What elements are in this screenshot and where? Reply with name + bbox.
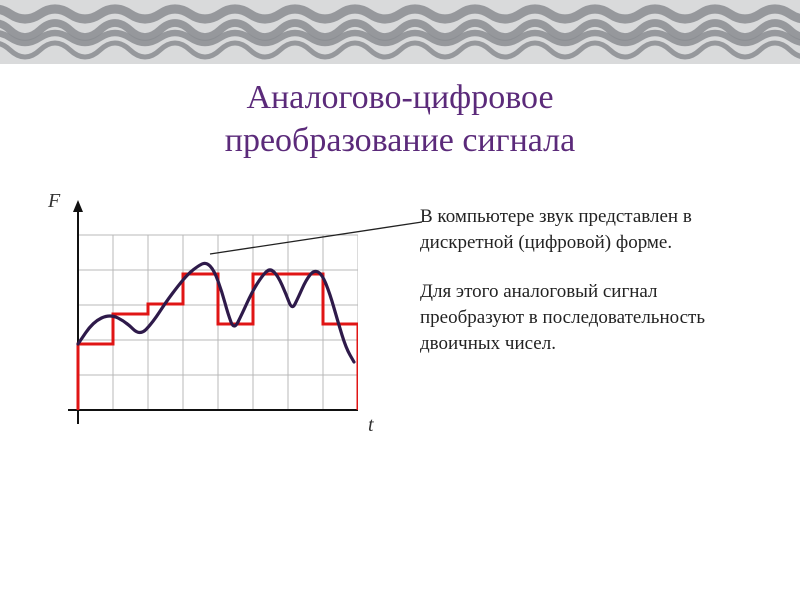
paragraph-1: В компьютере звук представлен в дискретн… — [420, 204, 760, 255]
page-title: Аналогово-цифровое преобразование сигнал… — [0, 77, 800, 162]
title-line-1: Аналогово-цифровое — [0, 77, 800, 120]
content-region: F t В компьютере звук представлен в диск… — [0, 174, 800, 554]
banner — [0, 0, 800, 64]
title-line-2: преобразование сигнала — [0, 120, 800, 163]
text-region: В компьютере звук представлен в дискретн… — [420, 204, 760, 380]
paragraph-2: Для этого аналоговый сигнал преобразуют … — [420, 279, 760, 356]
